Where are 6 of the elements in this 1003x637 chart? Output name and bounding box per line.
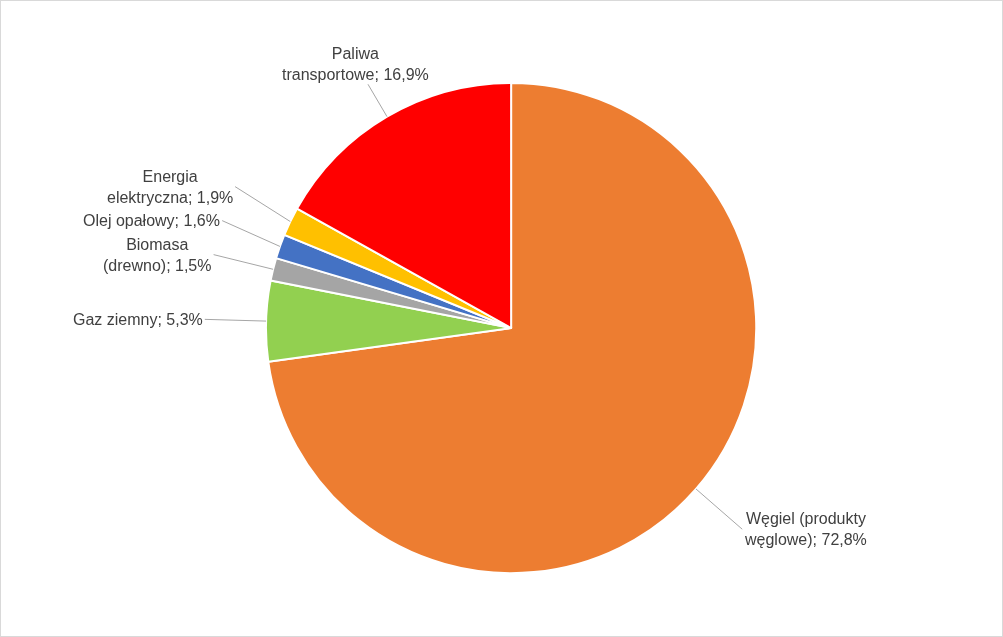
slice-label: Energia elektryczna; 1,9% [107, 168, 234, 206]
slice-label: Biomasa (drewno); 1,5% [103, 236, 212, 274]
slice-label: Paliwa transportowe; 16,9% [282, 45, 429, 83]
slice-label: Olej opałowy; 1,6% [83, 212, 220, 229]
slice-label: Węgiel (produkty węglowe); 72,8% [744, 510, 867, 548]
slice-label: Gaz ziemny; 5,3% [73, 311, 203, 328]
